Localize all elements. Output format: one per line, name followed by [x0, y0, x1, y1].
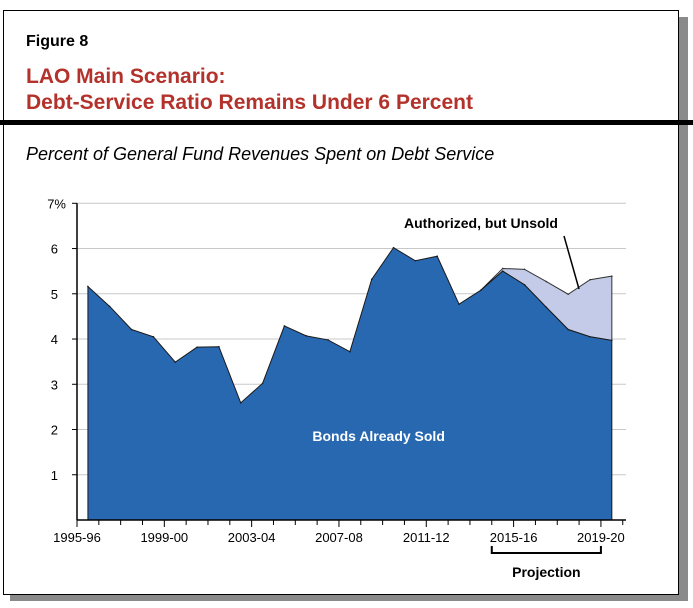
sold-point	[414, 259, 417, 262]
unsold-point	[523, 268, 526, 271]
sold-point	[501, 270, 504, 272]
y-tick-label: 6	[51, 242, 58, 257]
sold-point	[152, 335, 155, 338]
sold-point	[458, 303, 460, 305]
sold-series-label: Bonds Already Sold	[312, 428, 445, 444]
y-tick-label: 3	[51, 377, 58, 392]
unsold-point	[545, 280, 548, 283]
sold-point	[611, 339, 613, 342]
x-tick-label: 2007-08	[315, 530, 363, 545]
sold-point	[545, 306, 548, 309]
sold-point	[283, 325, 286, 327]
unsold-point	[567, 293, 569, 296]
unsold-series-label: Authorized, but Unsold	[404, 215, 558, 231]
sold-point	[327, 339, 329, 341]
x-tick-label: 2011-12	[403, 530, 450, 545]
figure-title: LAO Main Scenario: Debt-Service Ratio Re…	[26, 64, 473, 116]
sold-point	[480, 289, 482, 291]
y-tick-label: 7%	[47, 196, 66, 211]
y-tick-label: 2	[51, 423, 58, 438]
title-line-1: LAO Main Scenario:	[26, 65, 226, 88]
projection-bracket	[490, 546, 602, 554]
sold-point	[261, 382, 264, 385]
title-line-2: Debt-Service Ratio Remains Under 6 Perce…	[26, 91, 473, 114]
x-tick-label: 2015-16	[490, 530, 538, 545]
sold-point	[523, 283, 526, 286]
sold-point	[392, 246, 395, 249]
x-tick-label: 1995-96	[53, 530, 101, 545]
unsold-point	[589, 278, 591, 281]
y-tick-label: 5	[51, 287, 58, 302]
sold-point	[196, 346, 198, 348]
x-tick-label: 1999-00	[140, 530, 188, 545]
sold-point	[174, 361, 177, 363]
chart-subtitle: Percent of General Fund Revenues Spent o…	[26, 144, 495, 164]
sold-point	[567, 328, 569, 331]
series-sold-area	[87, 246, 613, 521]
x-tick-label: 2019-20	[577, 530, 625, 545]
sold-point	[370, 278, 373, 281]
sold-point	[218, 345, 220, 348]
sold-point	[239, 402, 242, 404]
sold-point	[108, 305, 111, 308]
x-tick-label: 2003-04	[228, 530, 276, 545]
sold-point	[589, 335, 591, 338]
sold-point	[87, 285, 89, 288]
unsold-point	[501, 267, 504, 270]
sold-point	[130, 328, 133, 331]
sold-point	[305, 335, 308, 337]
unsold-leader-line	[563, 235, 580, 290]
sold-point	[349, 350, 351, 353]
sold-point	[436, 255, 438, 258]
projection-label: Projection	[512, 564, 580, 580]
unsold-point	[611, 275, 613, 277]
y-tick-label: 4	[51, 332, 58, 347]
y-tick-label: 1	[51, 468, 58, 483]
figure-label: Figure 8	[26, 33, 89, 50]
header-rule	[0, 120, 693, 125]
